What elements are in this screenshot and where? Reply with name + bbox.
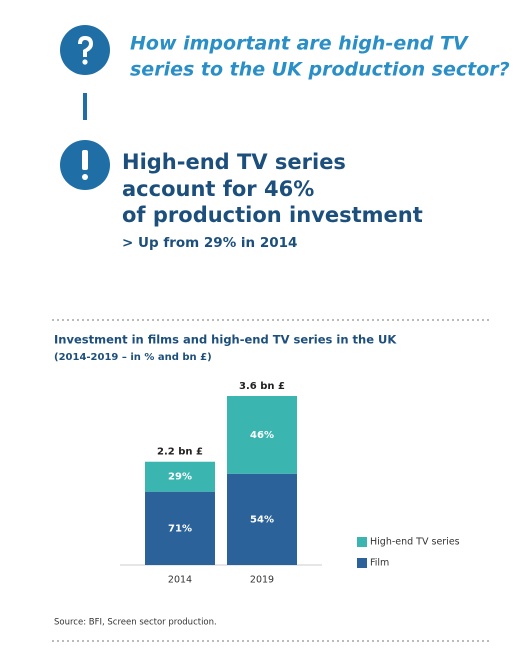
value-label: 71% (168, 523, 192, 534)
legend-swatch (357, 558, 367, 568)
x-tick-label: 2019 (250, 575, 274, 586)
value-label: 46% (250, 430, 274, 441)
chart-title: Investment in films and high-end TV seri… (54, 333, 397, 347)
legend-label: Film (370, 558, 389, 569)
source: Source: BFI, Screen sector production. (54, 618, 217, 628)
question: series to the UK production sector? (130, 59, 510, 81)
statement: of production investment (122, 203, 423, 227)
value-label: 54% (250, 514, 274, 525)
bar-segment (145, 491, 215, 565)
alert-dot (82, 174, 88, 180)
value-label: 29% (168, 472, 192, 483)
note: > Up from 29% in 2014 (122, 235, 297, 251)
chart-subtitle: (2014-2019 – in % and bn £) (54, 352, 212, 363)
total-label: 2.2 bn £ (157, 447, 203, 458)
bar-segment (227, 473, 297, 565)
question-glyph (78, 36, 93, 57)
statement: High-end TV series (122, 150, 346, 174)
statement: account for 46% (122, 177, 314, 201)
x-tick-label: 2014 (168, 575, 192, 586)
legend-swatch (357, 537, 367, 547)
total-label: 3.6 bn £ (239, 381, 285, 392)
bar-segment (145, 461, 215, 492)
question: How important are high-end TV (130, 33, 469, 55)
bar-segment (227, 396, 297, 474)
question-dot (82, 59, 88, 65)
legend-label: High-end TV series (370, 537, 460, 548)
alert-glyph (82, 150, 88, 170)
